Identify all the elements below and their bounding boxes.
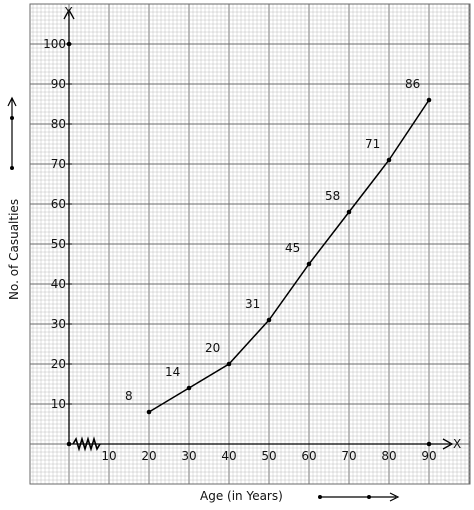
y-axis-letter: Y <box>64 5 73 19</box>
series-polyline <box>148 99 430 413</box>
x-tick-label: 60 <box>301 449 316 463</box>
y-tick-label: 20 <box>51 357 66 371</box>
x-axis-title: Age (in Years) <box>200 489 283 503</box>
grid <box>29 3 471 485</box>
y-tick-label: 70 <box>51 157 66 171</box>
x-tick-label: 20 <box>141 449 156 463</box>
y-tick-label: 10 <box>51 397 66 411</box>
data-point <box>226 361 232 367</box>
origin-marker <box>66 441 72 447</box>
x-tick-label: 90 <box>421 449 436 463</box>
x-axis-letter: X <box>453 437 461 451</box>
y-tick-label: 100 <box>43 37 66 51</box>
y-tick-label: 40 <box>51 277 66 291</box>
x-tick-label: 40 <box>221 449 236 463</box>
data-label: 8 <box>125 389 133 403</box>
y-tick-label: 80 <box>51 117 66 131</box>
axis-break-zigzag <box>72 436 101 452</box>
data-label: 58 <box>325 189 340 203</box>
data-label: 86 <box>405 77 420 91</box>
x-tick-labels: 10 20 30 40 50 60 70 80 90 <box>101 449 436 463</box>
data-label: 45 <box>285 241 300 255</box>
y-axis-arrow <box>63 8 75 20</box>
x-tick-label: 30 <box>181 449 196 463</box>
x-tick-label: 50 <box>261 449 276 463</box>
data-point <box>346 209 352 215</box>
data-label: 31 <box>245 297 260 311</box>
x-axis-arrow <box>442 438 454 450</box>
x-direction-arrow <box>318 492 400 502</box>
y-tick-label: 90 <box>51 77 66 91</box>
series-line <box>146 97 432 415</box>
y-tick-label: 30 <box>51 317 66 331</box>
data-point <box>426 97 432 103</box>
data-label: 14 <box>165 365 180 379</box>
y-tick-label: 50 <box>51 237 66 251</box>
data-label: 20 <box>205 341 220 355</box>
y-tick-labels: 10 20 30 40 50 60 70 80 90 100 <box>43 37 72 411</box>
y-axis-title: No. of Casualties <box>7 199 21 300</box>
data-labels: 8 14 20 31 45 58 71 86 <box>125 77 420 403</box>
x-tick-label: 80 <box>381 449 396 463</box>
data-point <box>306 261 312 267</box>
x-tick-label: 10 <box>101 449 116 463</box>
y-direction-arrow <box>7 96 17 170</box>
y-tick-label: 60 <box>51 197 66 211</box>
x-tick-label: 70 <box>341 449 356 463</box>
x-end-marker <box>426 441 432 447</box>
data-point <box>186 385 192 391</box>
data-point <box>266 317 272 323</box>
data-label: 71 <box>365 137 380 151</box>
data-point <box>146 409 152 415</box>
data-point <box>386 157 392 163</box>
